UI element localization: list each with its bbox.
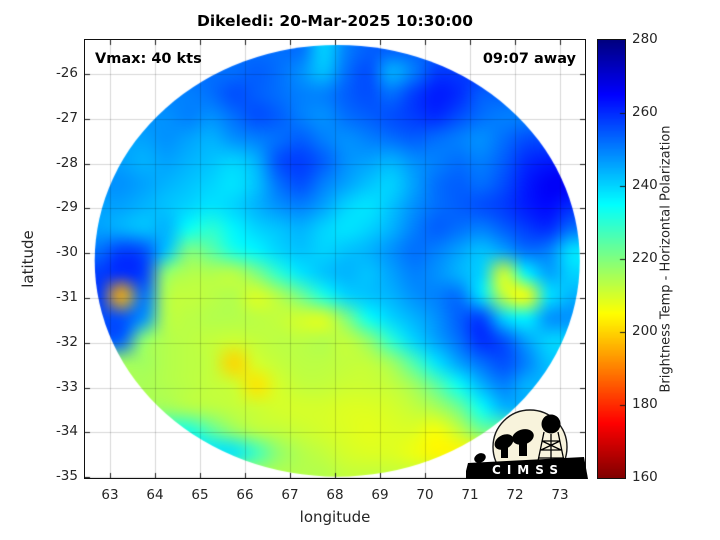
y-tick-label: -26: [55, 65, 78, 81]
y-axis-label: latitude: [19, 230, 37, 288]
y-tick-label: -31: [55, 289, 78, 305]
y-tick-label: -32: [55, 333, 78, 350]
colorbar-tick-label: 180: [632, 396, 658, 412]
vmax-annotation: Vmax: 40 kts: [95, 51, 202, 67]
colorbar-tick-label: 280: [632, 31, 658, 47]
x-tick-label: 70: [416, 487, 434, 503]
brightness-temp-map: [85, 40, 585, 478]
cimss-logo: CIMSS: [466, 409, 588, 479]
y-tick-label: -27: [55, 109, 78, 126]
logo-banner: [466, 457, 588, 479]
colorbar-tick-label: 160: [632, 469, 658, 485]
water-tower-ball: [541, 414, 561, 434]
plot-title: Dikeledi: 20-Mar-2025 10:30:00: [196, 12, 474, 30]
y-tick-label: -35: [55, 468, 78, 485]
x-tick-label: 63: [101, 487, 119, 503]
x-tick-label: 73: [551, 487, 569, 503]
colorbar-tick-label: 240: [632, 177, 658, 193]
x-tick-label: 64: [146, 487, 164, 503]
time-away-annotation: 09:07 away: [482, 51, 576, 67]
x-tick-label: 71: [461, 487, 479, 503]
x-tick-label: 66: [236, 487, 254, 503]
colorbar-label: Brightness Temp - Horizontal Polarizatio…: [658, 125, 674, 393]
y-tick-label: -33: [55, 378, 78, 395]
colorbar: [597, 39, 626, 479]
y-tick-label: -30: [55, 244, 78, 261]
satellite-dishes-icon: [474, 429, 534, 463]
plot-area: Vmax: 40 kts 09:07 away CIMSS: [84, 39, 588, 479]
y-tick-label: -34: [55, 423, 78, 440]
y-tick-label: -28: [55, 154, 78, 171]
x-tick-label: 72: [506, 487, 524, 503]
cimss-logo-text: CIMSS: [492, 463, 564, 477]
x-tick-label: 69: [371, 487, 389, 503]
x-axis-label: longitude: [299, 508, 371, 526]
y-tick-label: -29: [55, 199, 78, 216]
colorbar-tick-label: 260: [632, 104, 658, 120]
water-tower-icon: [537, 431, 565, 462]
x-tick-label: 65: [191, 487, 209, 503]
x-tick-label: 67: [281, 487, 299, 503]
x-tick-label: 68: [326, 487, 344, 503]
colorbar-tick-label: 200: [632, 323, 658, 339]
colorbar-tick-label: 220: [632, 250, 658, 266]
